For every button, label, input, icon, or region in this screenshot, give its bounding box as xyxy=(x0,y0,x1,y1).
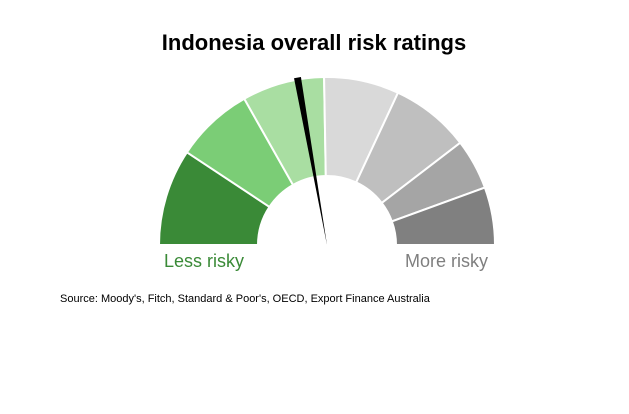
gauge-segment xyxy=(390,186,497,246)
source-note: Source: Moody's, Fitch, Standard & Poor'… xyxy=(60,293,431,305)
gauge-needle xyxy=(294,76,327,245)
low-label: Less risky xyxy=(164,251,244,271)
high-label: More risky xyxy=(405,251,488,271)
chart-title: Indonesia overall risk ratings xyxy=(162,30,466,55)
